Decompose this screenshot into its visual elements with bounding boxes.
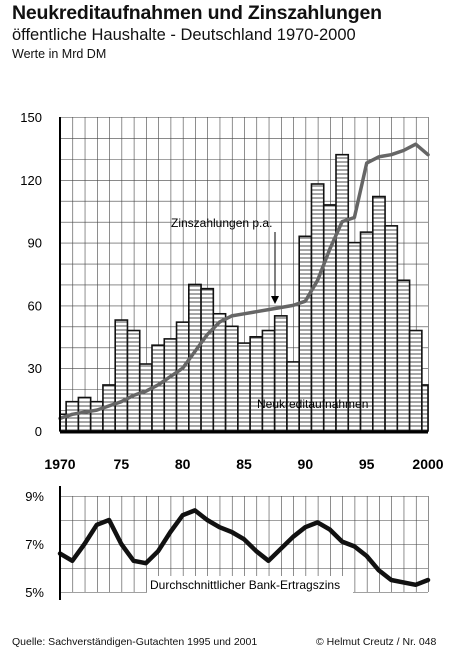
kredit-bar [384,225,399,432]
kredit-bar [249,335,264,432]
kredit-bar [421,384,429,432]
credit-note: © Helmut Creutz / Nr. 048 [316,636,437,648]
zins-line-group: Zinszahlungen p.a. Neukreditaufnahmen [58,142,430,421]
kredit-bar [138,363,153,432]
zins-series-label: Zinszahlungen p.a. [171,216,272,230]
y-tick-label: 7% [25,537,44,552]
kredit-bar [89,400,104,432]
chart-title: Neukreditaufnahmen und Zinszahlungen [12,2,382,24]
x-tick-label: 85 [236,456,252,472]
kredit-bar [175,321,190,432]
ertragszins-series-label: Durchschnittlicher Bank-Ertragszins [150,578,340,592]
x-tick-label: 75 [114,456,130,472]
kredit-bar [273,315,288,432]
kredit-bar [237,342,251,432]
y-tick-label: 9% [25,489,44,504]
top-chart-axes: 150 120 90 60 30 0 1970 75 80 85 90 95 2000 [20,110,443,472]
kredit-bar [396,279,411,432]
kredit-bar [126,329,141,432]
kredit-bar [310,183,325,432]
kredit-bar [408,329,423,432]
label-backdrop [147,576,353,594]
chart-subtitle: öffentliche Haushalte - Deutschland 1970… [12,26,356,44]
unit-note: Werte in Mrd DM [12,47,107,61]
y-tick-label: 60 [28,298,42,313]
kredit-bars [59,153,429,432]
kredit-bar [163,338,178,432]
y-tick-label: 0 [35,424,42,439]
kredit-bar [212,312,227,432]
ertragszins-line [57,508,431,588]
x-tick-label: 90 [298,456,314,472]
kredit-series-label: Neukreditaufnahmen [257,397,368,411]
x-tick-label: 2000 [412,456,443,472]
bottom-chart-axes: 9% 7% 5% [25,486,61,600]
source-note: Quelle: Sachverständigen-Gutachten 1995 … [12,636,258,648]
x-tick-label: 95 [359,456,375,472]
ertragszins-line-group: Durchschnittlicher Bank-Ertragszins [57,508,431,594]
y-tick-label: 90 [28,236,42,251]
x-tick-label: 80 [175,456,191,472]
x-tick-label: 1970 [44,456,75,472]
kredit-bar [335,153,350,432]
kredit-bar [200,287,215,432]
kredit-bar [261,329,276,432]
kredit-bar [371,195,386,432]
y-tick-label: 30 [28,361,42,376]
kredit-bar [114,319,129,432]
y-tick-label: 120 [20,173,42,188]
kredit-bar [224,325,239,432]
label-pointer-arrowhead [271,296,279,304]
y-tick-label: 150 [20,110,42,125]
zins-line [58,142,430,421]
y-tick-label: 5% [25,585,44,600]
